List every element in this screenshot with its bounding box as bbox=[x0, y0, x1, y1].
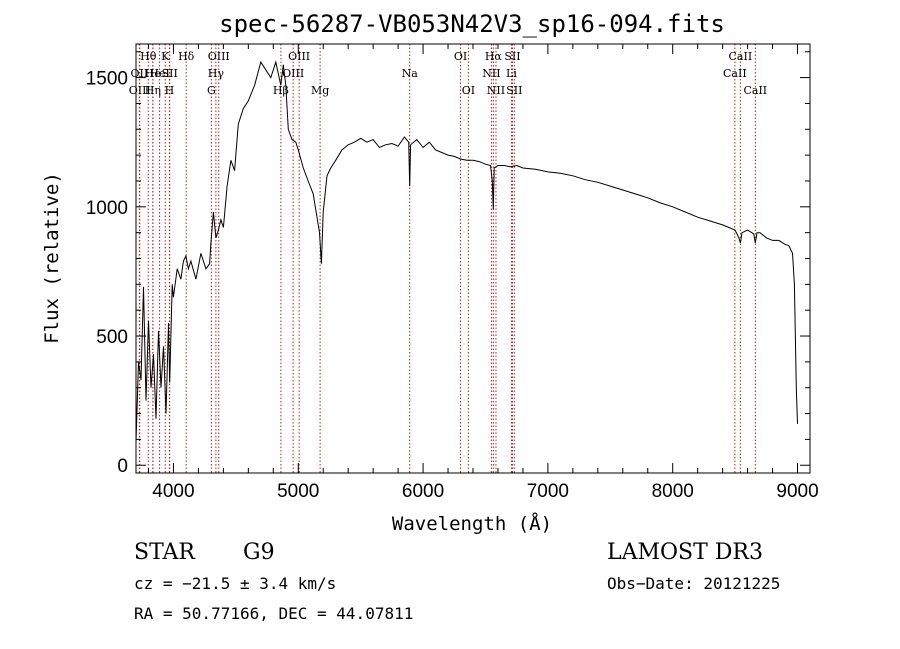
axis-ticks: 4000 5000 6000 7000 8000 9000 0 500 1000 1500 bbox=[86, 44, 819, 502]
line-label-23: Li bbox=[506, 67, 517, 80]
survey-name: LAMOST DR3 bbox=[607, 540, 763, 565]
line-label-1: OII bbox=[131, 67, 149, 80]
line-label-13: OIII bbox=[288, 50, 310, 63]
x-axis-title: Wavelength (Å) bbox=[392, 512, 552, 535]
x-tick-label-4: 8000 bbox=[652, 481, 694, 502]
observation-date: Obs−Date: 20121225 bbox=[607, 574, 781, 593]
line-label-11: Hγ bbox=[208, 67, 225, 80]
x-tick-label-0: 4000 bbox=[152, 481, 194, 502]
line-label-18: OI bbox=[454, 50, 467, 63]
line-label-6: H bbox=[165, 84, 175, 97]
spectral-line-markers bbox=[138, 44, 756, 473]
chart-title: spec-56287-VB053N42V3_sp16-094.fits bbox=[219, 10, 725, 38]
line-label-25: SII bbox=[506, 84, 522, 97]
line-label-5: K bbox=[161, 50, 170, 63]
object-class: STAR bbox=[134, 540, 195, 565]
y-tick-label-3: 1500 bbox=[86, 69, 128, 90]
line-label-19: OI bbox=[462, 84, 475, 97]
line-label-20: Hα bbox=[485, 50, 503, 63]
x-tick-label-3: 7000 bbox=[527, 481, 569, 502]
line-label-3: He bbox=[145, 67, 161, 80]
line-label-2: OIII bbox=[129, 84, 151, 97]
plot-frame bbox=[135, 43, 811, 474]
line-label-9: Hδ bbox=[178, 50, 195, 63]
spectrum-line bbox=[135, 60, 798, 443]
line-label-12: G bbox=[207, 84, 216, 97]
line-label-17: Na bbox=[402, 67, 419, 80]
line-label-14: OIII bbox=[282, 67, 304, 80]
line-label-24: NII bbox=[487, 84, 505, 97]
line-label-16: Mg bbox=[311, 84, 329, 97]
y-tick-label-1: 500 bbox=[96, 327, 128, 348]
line-label-8: SII bbox=[162, 67, 178, 80]
line-label-22: NII bbox=[482, 67, 500, 80]
x-tick-label-5: 9000 bbox=[776, 481, 818, 502]
line-label-27: CaII bbox=[723, 67, 747, 80]
line-label-10: OIII bbox=[208, 50, 230, 63]
line-label-7: HeI bbox=[149, 67, 169, 80]
x-tick-label-1: 5000 bbox=[277, 481, 319, 502]
line-label-15: Hβ bbox=[273, 84, 289, 97]
x-tick-label-2: 6000 bbox=[402, 481, 444, 502]
y-tick-label-0: 0 bbox=[117, 456, 128, 477]
redshift-velocity: cz = −21.5 ± 3.4 km/s bbox=[134, 574, 337, 593]
y-tick-label-2: 1000 bbox=[86, 198, 128, 219]
y-axis-title: Flux (relative) bbox=[41, 172, 63, 344]
object-subclass: G9 bbox=[243, 540, 275, 565]
line-label-4: Hη bbox=[145, 84, 161, 97]
line-label-26: CaII bbox=[729, 50, 753, 63]
line-label-28: CaII bbox=[743, 84, 767, 97]
line-label-21: SII bbox=[504, 50, 520, 63]
coordinates: RA = 50.77166, DEC = 44.07811 bbox=[134, 604, 414, 623]
line-label-0: Hθ bbox=[140, 50, 157, 63]
